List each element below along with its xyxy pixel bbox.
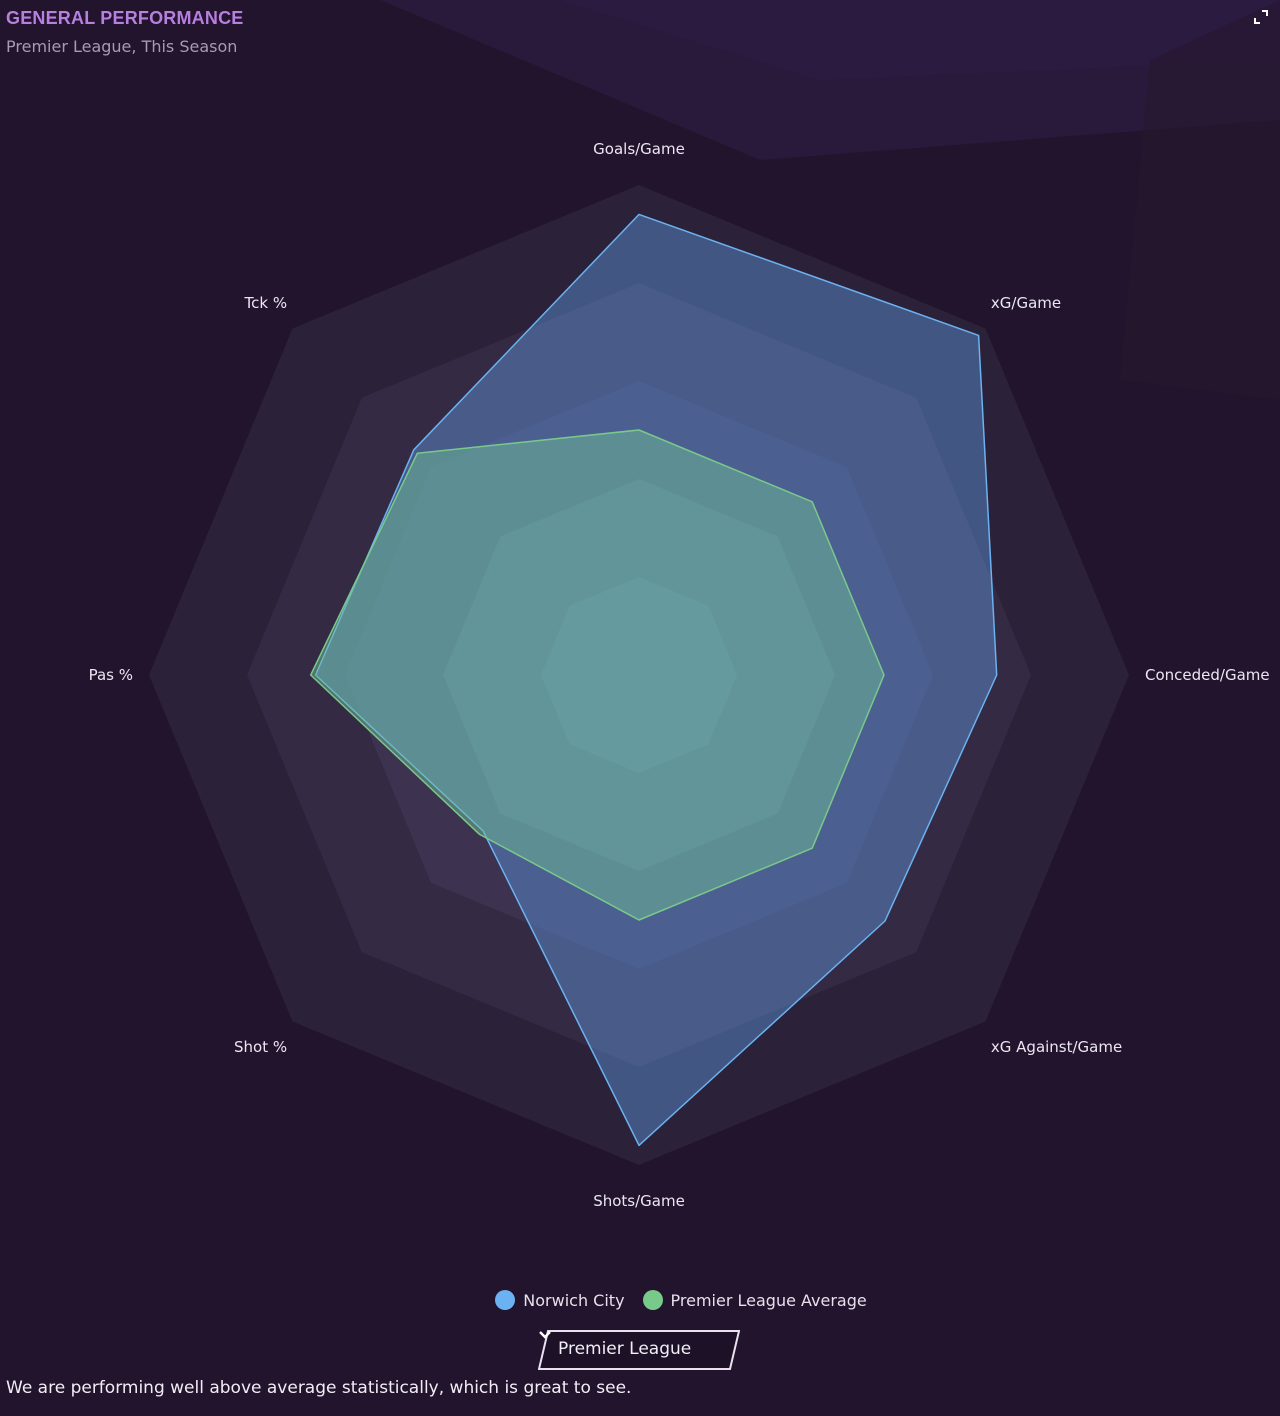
panel-subtitle: Premier League, This Season [6,37,238,56]
radar-series-premier-league-average[interactable] [309,429,885,921]
competition-dropdown[interactable]: Premier League [538,1330,740,1370]
legend-swatch-league-average [642,1290,663,1310]
chart-legend: Norwich City Premier League Average [0,1290,1280,1310]
legend-item-norwich[interactable]: Norwich City [495,1290,625,1310]
expand-button[interactable] [1252,8,1270,26]
axis-label-shot: Shot % [234,1038,287,1056]
legend-label-league-average: Premier League Average [670,1290,867,1310]
axis-label-xg-against-game: xG Against/Game [991,1038,1122,1056]
expand-icon [1254,10,1268,24]
legend-swatch-norwich [495,1290,516,1310]
axis-label-pas: Pas % [89,666,133,684]
axis-label-conceded-game: Conceded/Game [1145,666,1270,684]
axis-label-tck: Tck % [244,294,288,312]
performance-summary: We are performing well above average sta… [6,1378,632,1398]
axis-label-goals-game: Goals/Game [593,140,685,158]
radar-chart: Goals/Game xG/Game Conceded/Game xG Against… [89,140,1270,1210]
panel-title: GENERAL PERFORMANCE [6,8,244,28]
axis-label-xg-game: xG/Game [991,294,1061,312]
legend-item-league-average[interactable]: Premier League Average [642,1290,867,1310]
chevron-down-icon [539,1331,551,1339]
legend-label-norwich: Norwich City [523,1290,625,1310]
dropdown-frame [538,1330,740,1370]
dropdown-selected-value: Premier League [558,1339,692,1359]
axis-label-shots-game: Shots/Game [593,1192,685,1210]
